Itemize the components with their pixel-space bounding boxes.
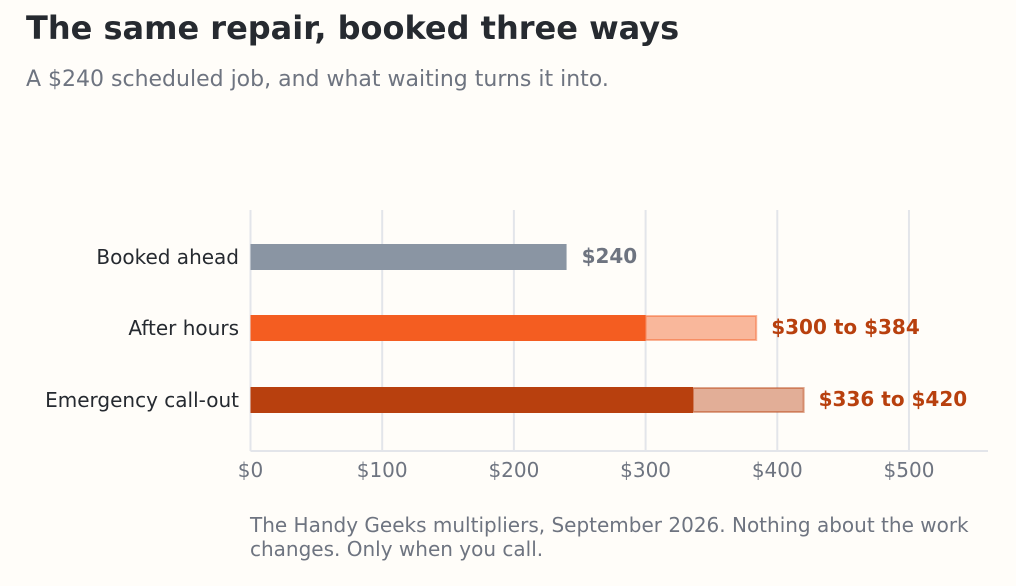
chart-title: The same repair, booked three ways (26, 9, 680, 47)
bar (250, 315, 646, 341)
category-label: Booked ahead (96, 245, 239, 269)
bar (250, 387, 693, 413)
category-label: Emergency call-out (45, 388, 239, 412)
x-tick-label: $500 (884, 458, 935, 482)
bar-range (644, 315, 758, 341)
x-tick-label: $400 (752, 458, 803, 482)
x-tick-label: $0 (238, 458, 263, 482)
bars (250, 244, 805, 413)
value-label: $240 (582, 244, 638, 268)
bar (250, 244, 567, 270)
chart-subtitle: A $240 scheduled job, and what waiting t… (26, 67, 609, 92)
bar-range (692, 387, 805, 413)
x-tick-label: $300 (620, 458, 671, 482)
x-tick-label: $200 (488, 458, 539, 482)
value-label: $300 to $384 (771, 315, 920, 339)
x-tick-label: $100 (357, 458, 408, 482)
category-label: After hours (128, 316, 239, 340)
labels: $0 $100 $200 $300 $400 $500 Booked ahead $240 Af… (45, 244, 967, 482)
chart-footnote: The Handy Geeks multipliers, September 2… (250, 513, 969, 561)
value-label: $336 to $420 (819, 387, 968, 411)
